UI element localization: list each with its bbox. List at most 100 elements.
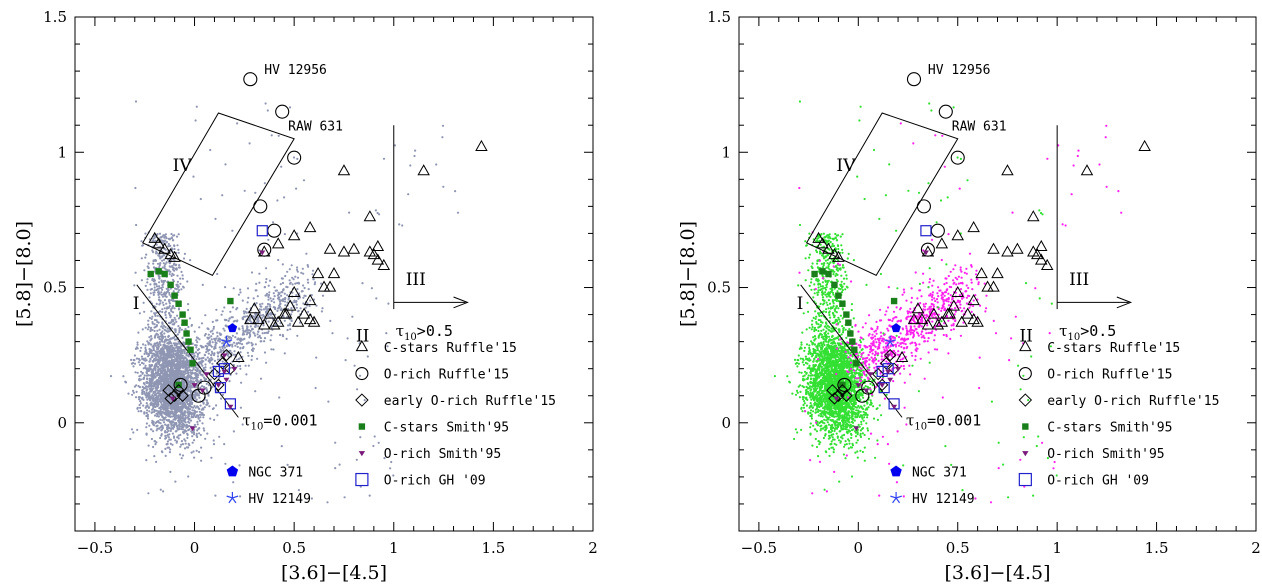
background-point — [161, 419, 164, 422]
background-point — [295, 187, 298, 190]
background-point — [195, 449, 198, 452]
background-point — [257, 336, 260, 339]
background-point — [815, 430, 819, 433]
background-point — [194, 119, 197, 122]
background-point — [187, 421, 190, 424]
background-point — [180, 440, 183, 443]
background-point — [182, 373, 186, 376]
background-point — [160, 339, 163, 342]
background-point — [231, 316, 234, 319]
background-point — [263, 286, 266, 289]
background-point — [281, 263, 284, 266]
background-point — [170, 344, 173, 347]
background-point — [151, 239, 155, 242]
background-point — [194, 374, 198, 377]
background-point — [228, 336, 231, 339]
label-hv12956: HV 12956 — [264, 63, 327, 78]
background-point — [147, 395, 150, 398]
background-point — [184, 328, 187, 331]
background-point — [195, 432, 198, 435]
background-point — [302, 302, 305, 305]
background-point — [266, 302, 270, 306]
background-point — [206, 342, 209, 345]
background-point — [142, 386, 146, 389]
background-point — [164, 381, 167, 384]
background-point — [153, 455, 156, 458]
background-point — [189, 419, 193, 422]
background-point — [183, 396, 186, 399]
background-point — [150, 310, 153, 313]
background-point — [161, 301, 164, 304]
background-point — [166, 406, 169, 409]
background-point — [308, 304, 311, 308]
c-stars-smith-point — [181, 319, 188, 326]
background-point — [158, 303, 161, 306]
legend-label: O-rich Smith'95 — [384, 447, 501, 462]
background-point — [163, 279, 167, 282]
background-point — [156, 288, 159, 291]
background-point — [140, 355, 143, 358]
background-point — [246, 287, 250, 290]
background-point — [171, 410, 174, 413]
background-point — [158, 328, 161, 331]
background-point — [146, 355, 150, 358]
background-point — [215, 372, 218, 375]
background-point — [154, 259, 158, 262]
background-point — [165, 352, 169, 355]
x-axis-label: [3.6]−[4.5] — [281, 562, 387, 584]
background-point — [166, 357, 169, 360]
background-point — [144, 284, 147, 287]
background-point — [441, 136, 444, 139]
background-point — [184, 416, 187, 419]
background-point — [236, 365, 239, 368]
background-point — [282, 288, 285, 291]
background-point — [197, 427, 200, 430]
background-point — [173, 247, 176, 251]
background-point — [144, 232, 147, 235]
background-point — [161, 333, 164, 336]
c-stars-smith-point — [161, 270, 168, 278]
background-point — [140, 346, 143, 349]
background-point — [214, 494, 217, 497]
background-point — [146, 377, 149, 380]
background-point — [279, 333, 282, 337]
background-point — [202, 416, 205, 419]
background-point — [170, 232, 173, 236]
background-point — [151, 345, 154, 348]
background-point — [265, 278, 268, 281]
background-point — [246, 301, 249, 304]
background-point — [145, 385, 148, 388]
background-point — [228, 380, 231, 383]
background-point — [235, 342, 239, 345]
background-point — [154, 422, 157, 425]
background-point — [163, 411, 166, 414]
c-stars-smith-point — [183, 330, 190, 337]
background-point — [175, 367, 178, 370]
background-point — [188, 397, 191, 400]
background-point — [294, 282, 297, 285]
background-point — [154, 334, 157, 337]
background-point — [248, 142, 251, 145]
background-point — [174, 364, 177, 368]
region-label-iii: III — [406, 270, 426, 290]
background-point — [193, 456, 196, 459]
background-point — [176, 361, 179, 364]
tau-low-label: τ10=0.001 — [242, 411, 317, 432]
background-point — [149, 338, 152, 341]
background-point — [187, 303, 190, 306]
legend-label: HV 12149 — [248, 492, 311, 507]
background-point — [203, 386, 206, 389]
background-point — [170, 364, 173, 367]
background-point — [199, 433, 202, 437]
background-point — [158, 407, 161, 410]
background-point — [139, 406, 142, 409]
background-point — [178, 331, 181, 334]
background-point — [242, 310, 245, 313]
background-point — [215, 319, 218, 322]
background-point — [867, 437, 871, 440]
background-point — [162, 258, 166, 261]
background-point — [246, 325, 249, 329]
background-point — [169, 406, 172, 409]
background-point — [167, 388, 170, 391]
background-point — [156, 320, 159, 324]
